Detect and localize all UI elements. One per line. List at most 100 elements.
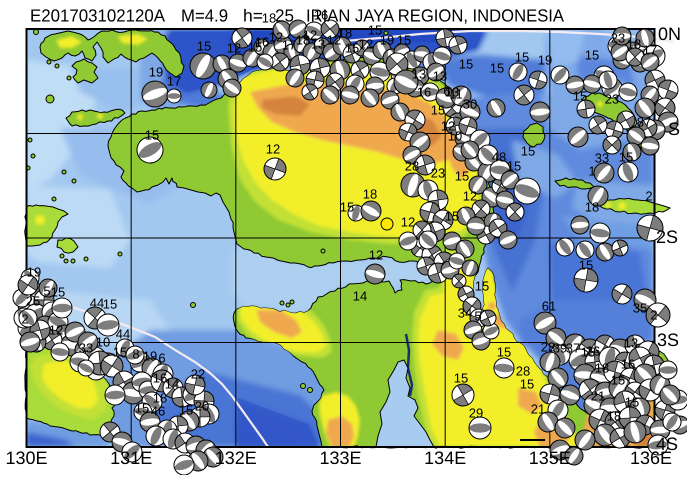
svg-text:19: 19 xyxy=(27,265,41,280)
svg-text:15: 15 xyxy=(445,209,459,224)
svg-text:2: 2 xyxy=(645,189,652,204)
svg-text:1: 1 xyxy=(588,164,595,179)
svg-text:10: 10 xyxy=(448,129,462,144)
svg-text:h=: h= xyxy=(243,6,263,26)
svg-text:4S: 4S xyxy=(656,434,678,454)
svg-text:12: 12 xyxy=(463,189,477,204)
svg-text:15: 15 xyxy=(135,401,149,416)
svg-text:34: 34 xyxy=(458,306,472,321)
svg-text:30: 30 xyxy=(463,97,477,112)
svg-text:18: 18 xyxy=(607,409,621,424)
svg-text:44: 44 xyxy=(90,296,104,311)
svg-text:25: 25 xyxy=(275,6,294,26)
svg-text:46: 46 xyxy=(151,404,165,419)
svg-text:M=4.9: M=4.9 xyxy=(181,6,228,26)
svg-text:17: 17 xyxy=(282,38,296,53)
svg-text:33: 33 xyxy=(595,151,609,166)
svg-text:12: 12 xyxy=(441,119,455,134)
svg-text:12: 12 xyxy=(401,215,415,230)
svg-text:18: 18 xyxy=(595,361,609,376)
svg-text:15: 15 xyxy=(459,57,473,72)
svg-text:132E: 132E xyxy=(215,448,257,468)
svg-text:15: 15 xyxy=(611,373,625,388)
svg-text:19: 19 xyxy=(143,349,157,364)
svg-text:18: 18 xyxy=(338,26,352,41)
svg-text:21: 21 xyxy=(531,402,545,417)
svg-text:3S: 3S xyxy=(657,330,679,350)
svg-text:15: 15 xyxy=(490,61,504,76)
svg-text:12: 12 xyxy=(266,142,280,157)
svg-text:12: 12 xyxy=(49,323,63,338)
svg-text:23: 23 xyxy=(605,92,619,107)
svg-text:15: 15 xyxy=(585,48,599,63)
svg-text:8: 8 xyxy=(132,347,139,362)
svg-text:87: 87 xyxy=(637,115,651,130)
svg-text:130E: 130E xyxy=(5,448,47,468)
svg-text:15: 15 xyxy=(431,103,445,118)
svg-text:18: 18 xyxy=(262,11,276,26)
svg-text:2S: 2S xyxy=(656,227,678,247)
svg-text:12: 12 xyxy=(359,37,373,52)
svg-text:19: 19 xyxy=(380,33,394,48)
svg-text:15: 15 xyxy=(520,377,534,392)
svg-text:37: 37 xyxy=(566,341,580,356)
svg-text:19: 19 xyxy=(149,65,163,80)
svg-text:15: 15 xyxy=(579,258,593,273)
svg-text:131E: 131E xyxy=(110,448,152,468)
svg-text:135E: 135E xyxy=(529,448,571,468)
svg-text:16: 16 xyxy=(153,371,167,386)
svg-text:6: 6 xyxy=(443,84,450,99)
svg-text:15: 15 xyxy=(103,297,117,312)
svg-text:18: 18 xyxy=(153,391,167,406)
svg-text:16: 16 xyxy=(314,8,328,23)
svg-text:12: 12 xyxy=(303,28,317,43)
svg-text:5: 5 xyxy=(43,284,50,299)
svg-text:28: 28 xyxy=(516,364,530,379)
svg-text:14: 14 xyxy=(165,377,179,392)
svg-text:39: 39 xyxy=(553,341,567,356)
svg-text:5: 5 xyxy=(474,309,481,324)
svg-text:15: 15 xyxy=(397,33,411,48)
svg-text:20: 20 xyxy=(195,399,209,414)
svg-text:15: 15 xyxy=(345,41,359,56)
svg-text:35: 35 xyxy=(633,301,647,316)
svg-text:23: 23 xyxy=(541,340,555,355)
svg-text:19: 19 xyxy=(538,53,552,68)
svg-text:15: 15 xyxy=(497,345,511,360)
svg-text:12: 12 xyxy=(369,248,383,263)
svg-text:18: 18 xyxy=(627,37,641,52)
svg-text:15: 15 xyxy=(179,403,193,418)
svg-text:21: 21 xyxy=(591,389,605,404)
svg-text:13: 13 xyxy=(445,85,459,100)
svg-text:13: 13 xyxy=(433,69,447,84)
svg-text:15: 15 xyxy=(454,371,468,386)
svg-text:14: 14 xyxy=(353,289,367,304)
svg-text:18: 18 xyxy=(585,200,599,215)
svg-text:IRIAN JAYA REGION, INDONESIA: IRIAN JAYA REGION, INDONESIA xyxy=(306,6,564,26)
svg-text:15: 15 xyxy=(625,395,639,410)
svg-text:15: 15 xyxy=(113,345,127,360)
svg-text:23: 23 xyxy=(431,166,445,181)
svg-text:15: 15 xyxy=(521,144,535,159)
svg-text:18: 18 xyxy=(363,187,377,202)
svg-text:25: 25 xyxy=(26,294,40,309)
svg-text:15: 15 xyxy=(248,40,262,55)
svg-text:16: 16 xyxy=(417,85,431,100)
svg-text:15: 15 xyxy=(197,39,211,54)
svg-text:2: 2 xyxy=(21,312,28,327)
svg-text:18: 18 xyxy=(296,33,310,48)
svg-text:136E: 136E xyxy=(630,448,672,468)
svg-text:11: 11 xyxy=(449,87,463,102)
svg-text:26: 26 xyxy=(586,344,600,359)
svg-text:0N: 0N xyxy=(658,24,681,44)
svg-text:13: 13 xyxy=(624,336,638,351)
svg-text:61: 61 xyxy=(542,299,556,314)
svg-text:15: 15 xyxy=(51,285,65,300)
svg-text:12: 12 xyxy=(327,33,341,48)
svg-text:6: 6 xyxy=(158,351,165,366)
svg-text:13: 13 xyxy=(311,37,325,52)
svg-text:22: 22 xyxy=(191,367,205,382)
svg-text:134E: 134E xyxy=(424,448,466,468)
svg-text:48: 48 xyxy=(492,150,506,165)
svg-text:15: 15 xyxy=(515,50,529,65)
